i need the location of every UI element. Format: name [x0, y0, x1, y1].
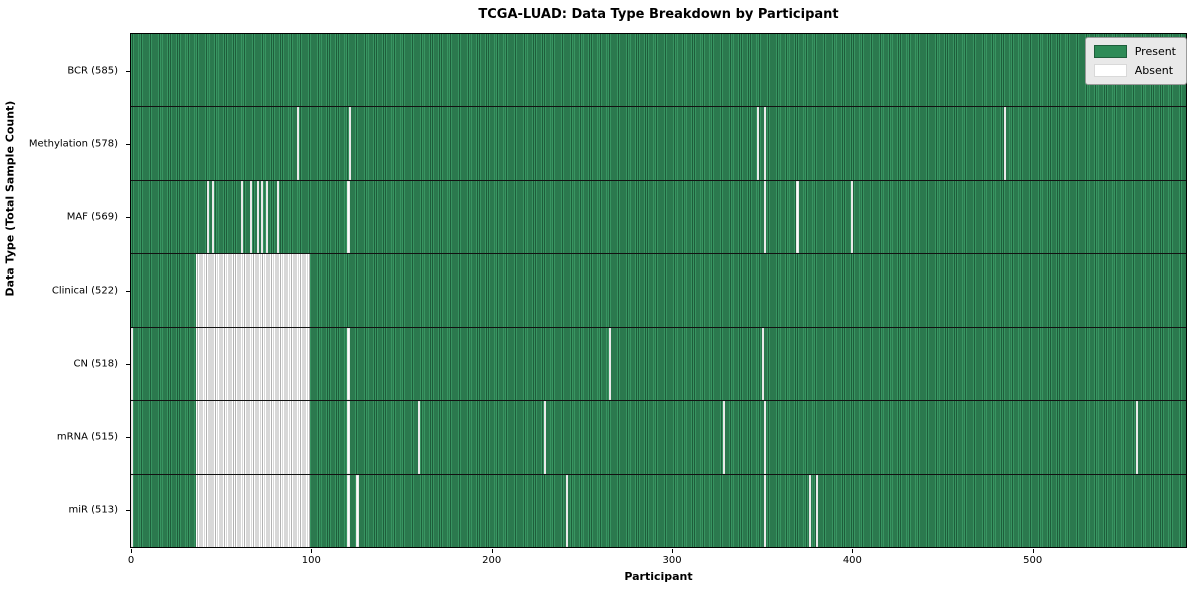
absent-stripe [764, 107, 767, 180]
absent-stripe [764, 180, 767, 254]
x-tick-label: 400 [842, 555, 862, 566]
y-tick-label: miR (513) [68, 504, 118, 516]
absent-stripe [131, 401, 134, 474]
absent-stripe [356, 474, 359, 547]
heatmap-row-mir [131, 474, 1186, 547]
absent-stripe [850, 180, 853, 254]
y-tick-label: Clinical (522) [51, 285, 118, 296]
y-tick-label: Methylation (578) [28, 138, 118, 150]
y-tick-mark [126, 70, 130, 72]
legend-absent-swatch-icon [1093, 64, 1127, 77]
heatmap-row-mrna [131, 401, 1186, 475]
absent-block [195, 474, 310, 547]
absent-stripe [756, 107, 759, 180]
absent-block [195, 401, 310, 474]
absent-stripe [764, 474, 767, 547]
absent-stripe [1003, 107, 1007, 180]
x-tick-mark [131, 549, 132, 553]
x-tick-mark [672, 549, 674, 553]
chart-title: TCGA-LUAD: Data Type Breakdown by Partic… [478, 7, 839, 22]
absent-stripe [241, 180, 244, 254]
absent-stripe [266, 180, 269, 254]
absent-stripe [212, 180, 215, 254]
y-tick-mark [126, 437, 130, 439]
x-tick-label: 500 [1023, 555, 1043, 566]
absent-stripe [206, 180, 209, 254]
absent-stripe [131, 474, 134, 547]
x-tick-label: 300 [662, 555, 682, 566]
absent-stripe [565, 474, 568, 547]
x-tick-mark [852, 549, 854, 553]
absent-stripe [296, 107, 300, 180]
legend-present-label: Present [1134, 45, 1176, 58]
y-tick-label: mRNA (515) [56, 431, 118, 443]
y-tick-label: CN (518) [73, 358, 118, 370]
absent-stripe [131, 327, 134, 401]
absent-stripe [347, 474, 350, 547]
x-tick-mark [311, 549, 313, 553]
absent-stripe [543, 401, 547, 474]
y-tick-mark [126, 510, 130, 512]
absent-stripe [764, 401, 767, 474]
y-tick-label: MAF (569) [66, 211, 118, 223]
plot-area [130, 33, 1187, 548]
legend-item-absent: Absent [1093, 64, 1176, 77]
absent-stripe [257, 180, 260, 254]
absent-stripe [608, 327, 612, 401]
heatmap-row-bcr [131, 34, 1186, 108]
y-axis: BCR (585) Methylation (578) MAF (569) Clini… [0, 33, 130, 548]
y-tick-mark [126, 363, 130, 365]
absent-stripe [417, 401, 420, 474]
absent-stripe [347, 401, 350, 474]
y-tick-mark [126, 143, 130, 145]
y-tick-label: BCR (585) [67, 65, 118, 77]
absent-block [195, 254, 310, 327]
legend-absent-label: Absent [1134, 64, 1174, 77]
absent-stripe [1135, 401, 1138, 474]
x-tick-label: 100 [301, 555, 321, 566]
x-tick-mark [491, 549, 493, 553]
x-tick-mark [1032, 549, 1034, 553]
heatmap-row-cn [131, 327, 1186, 402]
absent-stripe [349, 107, 352, 180]
legend-present-swatch-icon [1093, 45, 1127, 58]
x-axis: 0 100 200 300 400 500 [127, 549, 1187, 589]
x-tick-label: 200 [482, 555, 502, 566]
absent-stripe [347, 327, 350, 401]
absent-stripe [347, 180, 350, 254]
heatmap-row-maf [131, 180, 1186, 255]
heatmap-row-methylation [131, 107, 1186, 181]
absent-stripe [260, 180, 264, 254]
y-tick-mark [126, 290, 130, 292]
absent-stripe [816, 474, 819, 547]
absent-block [195, 327, 310, 401]
absent-stripe [250, 180, 253, 254]
y-tick-mark [126, 217, 130, 219]
absent-stripe [796, 180, 799, 254]
absent-stripe [809, 474, 812, 547]
x-tick-label: 0 [127, 555, 135, 566]
legend: Present Absent [1084, 37, 1187, 85]
legend-item-present: Present [1093, 45, 1176, 58]
x-axis-label: Participant [624, 570, 693, 583]
heatmap-rows [131, 34, 1186, 547]
absent-stripe [277, 180, 280, 254]
heatmap-row-clinical [131, 254, 1186, 328]
absent-stripe [722, 401, 725, 474]
absent-stripe [762, 327, 765, 401]
